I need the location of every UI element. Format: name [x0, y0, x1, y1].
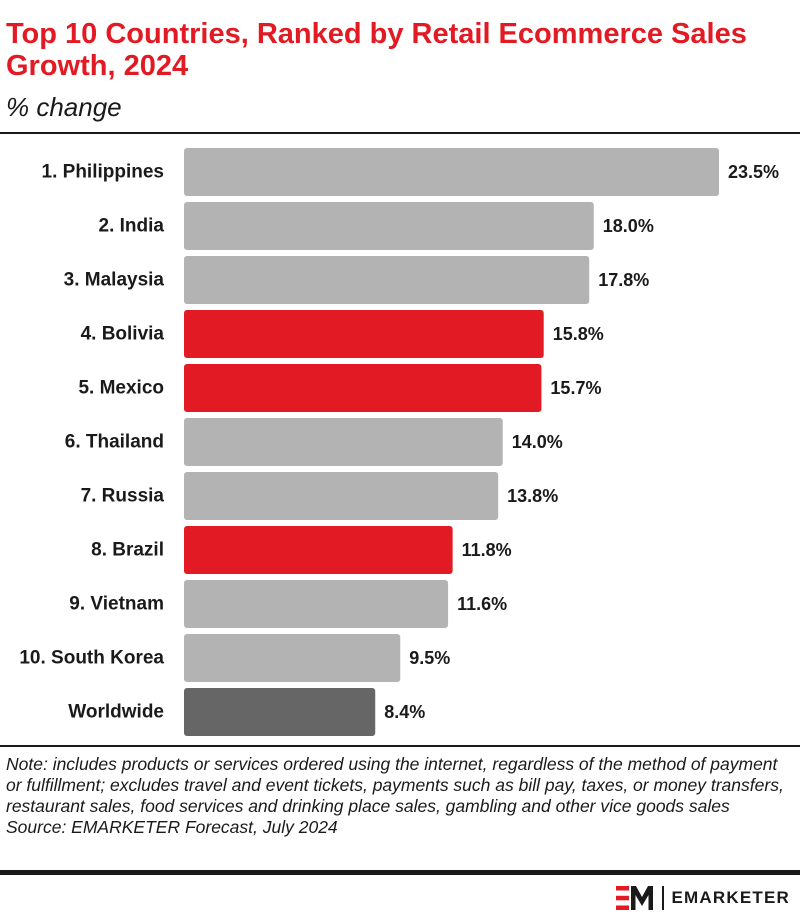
header-divider — [0, 132, 800, 134]
value-label: 11.8% — [462, 540, 512, 560]
bar — [184, 256, 590, 304]
category-label: 9. Vietnam — [69, 594, 164, 615]
value-label: 14.0% — [512, 432, 563, 452]
category-label: 3. Malaysia — [64, 270, 165, 291]
brand-name: EMARKETER — [671, 888, 790, 907]
note-block: Note: includes products or services orde… — [6, 754, 792, 838]
bar — [184, 418, 503, 466]
value-label: 18.0% — [603, 216, 654, 236]
value-label: 17.8% — [598, 270, 649, 290]
chart-title: Top 10 Countries, Ranked by Retail Ecomm… — [6, 18, 747, 82]
category-label: 8. Brazil — [91, 540, 164, 561]
value-label: 9.5% — [409, 648, 450, 668]
bar — [184, 526, 453, 574]
brand-divider — [661, 886, 664, 910]
chart-subtitle: % change — [6, 92, 122, 122]
value-label: 13.8% — [507, 486, 558, 506]
category-label: 6. Thailand — [65, 432, 164, 453]
bar-chart: 1. Philippines 23.5% 2. India 18.0% 3. Malay… — [19, 148, 779, 736]
bar — [184, 580, 449, 628]
category-label: Worldwide — [68, 702, 164, 723]
bar — [184, 202, 594, 250]
category-label: 10. South Korea — [19, 648, 164, 669]
value-label: 15.7% — [550, 378, 601, 398]
bar — [184, 310, 544, 358]
value-label: 15.8% — [553, 324, 604, 344]
category-label: 4. Bolivia — [81, 324, 165, 345]
source-text: Source: EMARKETER Forecast, July 2024 — [6, 817, 338, 837]
category-label: 2. India — [99, 216, 165, 237]
note-text: Note: includes products or services orde… — [6, 754, 784, 816]
footer-divider — [0, 870, 800, 875]
bar — [184, 364, 542, 412]
category-label: 5. Mexico — [78, 378, 164, 399]
value-label: 8.4% — [384, 702, 425, 722]
bar — [184, 634, 401, 682]
bar — [184, 148, 719, 196]
chart-divider — [0, 745, 800, 747]
value-label: 11.6% — [457, 594, 507, 614]
category-label: 1. Philippines — [42, 162, 164, 183]
category-label: 7. Russia — [81, 486, 165, 507]
emarketer-em-logo-icon — [615, 886, 653, 910]
bar — [184, 688, 376, 736]
bar — [184, 472, 499, 520]
value-label: 23.5% — [728, 162, 779, 182]
brand-footer: EMARKETER — [615, 884, 790, 912]
